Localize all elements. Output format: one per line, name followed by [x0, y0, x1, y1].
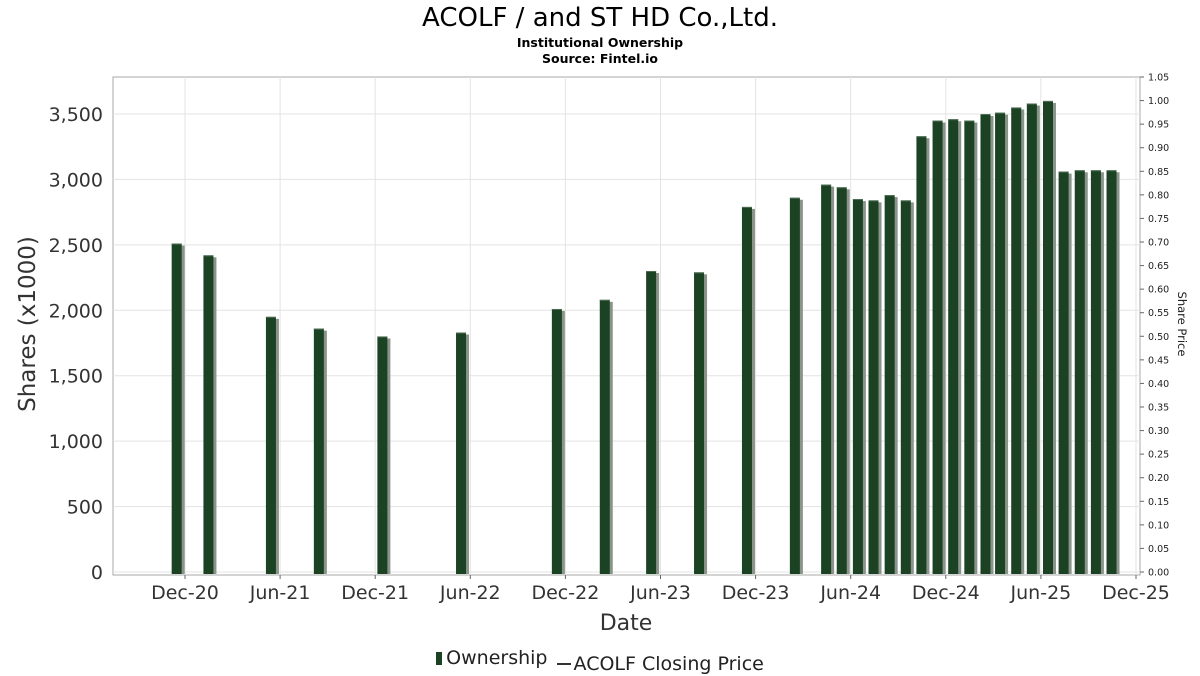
bar: [1058, 171, 1069, 574]
y2-tick-label: 0.65: [1148, 261, 1169, 272]
y2-tick-label: 0.20: [1148, 473, 1169, 484]
y2-tick-label: 0.25: [1148, 450, 1169, 461]
y2-tick-label: 0.85: [1148, 167, 1169, 178]
bar: [932, 120, 943, 575]
bar: [980, 114, 991, 574]
bar: [171, 243, 182, 574]
y2-tick-label: 0.75: [1148, 214, 1169, 225]
bar: [964, 120, 975, 575]
legend-item-price[interactable]: ACOLF Closing Price: [554, 652, 764, 676]
x-tick-label: Dec-23: [722, 582, 790, 604]
bar: [789, 197, 800, 574]
legend-label-price: ACOLF Closing Price: [573, 652, 764, 675]
bar: [599, 299, 610, 574]
y2-tick-label: 1.05: [1148, 73, 1169, 84]
y2-tick-label: 0.70: [1148, 238, 1169, 249]
x-tick-label: Dec-20: [151, 582, 219, 604]
legend-item-ownership[interactable]: Ownership: [436, 646, 548, 670]
x-tick-label: Jun-24: [819, 582, 881, 604]
legend-label-ownership: Ownership: [446, 647, 548, 669]
y-tick-label: 2,500: [49, 235, 103, 257]
bar: [821, 184, 832, 575]
x-tick-label: Jun-22: [439, 582, 501, 604]
bar: [836, 187, 847, 574]
bar: [694, 272, 705, 574]
y2-tick-label: 0.80: [1148, 190, 1169, 201]
bar: [1074, 170, 1085, 575]
y2-tick-label: 0.00: [1148, 568, 1169, 579]
y2-tick-label: 0.30: [1148, 426, 1169, 437]
y2-tick-label: 0.55: [1148, 308, 1169, 319]
x-tick-label: Jun-23: [629, 582, 691, 604]
y-tick-label: 500: [67, 497, 103, 519]
y-tick-label: 3,500: [49, 104, 103, 126]
y2-tick-label: 0.10: [1148, 520, 1169, 531]
bar: [868, 200, 879, 574]
bar: [995, 112, 1006, 574]
bar: [741, 206, 752, 574]
x-tick-label: Jun-25: [1010, 582, 1072, 604]
bar: [948, 119, 959, 574]
chart-source: Source: Fintel.io: [542, 51, 658, 66]
y2-tick-label: 0.45: [1148, 355, 1169, 366]
y-tick-label: 1,500: [49, 366, 103, 388]
y2-tick-label: 0.35: [1148, 403, 1169, 414]
legend-line-price: [556, 662, 571, 665]
bar: [313, 328, 324, 574]
bar: [1042, 100, 1053, 575]
y2-tick-label: 0.15: [1148, 497, 1169, 508]
y2-tick-label: 0.90: [1148, 143, 1169, 154]
chart-legend: Ownership ACOLF Closing Price: [0, 646, 1200, 676]
x-tick-label: Dec-21: [341, 582, 409, 604]
bar: [1011, 107, 1022, 574]
x-tick-label: Dec-25: [1102, 582, 1170, 604]
bar: [884, 195, 895, 575]
bar: [265, 316, 276, 574]
chart-subtitle: Institutional Ownership: [516, 35, 684, 50]
x-tick-label: Jun-21: [249, 582, 311, 604]
y-tick-label: 3,000: [49, 169, 103, 191]
bar: [1090, 170, 1101, 575]
y-tick-label: 1,000: [49, 431, 103, 453]
y-tick-label: 0: [91, 562, 103, 584]
x-tick-label: Dec-22: [531, 582, 599, 604]
y2-tick-label: 0.95: [1148, 120, 1169, 131]
y2-tick-label: 0.40: [1148, 379, 1169, 390]
bar: [916, 136, 927, 574]
bar: [646, 271, 657, 574]
bar: [1026, 103, 1037, 574]
bar: [377, 336, 388, 574]
bar: [551, 308, 562, 574]
bar: [900, 200, 911, 574]
x-axis-title: Date: [600, 611, 653, 636]
bar: [456, 332, 467, 574]
x-tick-label: Dec-24: [912, 582, 980, 604]
chart-title: ACOLF / and ST HD Co.,Ltd.: [422, 3, 778, 33]
y2-axis-title: Share Price: [1175, 292, 1189, 357]
y-tick-label: 2,000: [49, 300, 103, 322]
y2-tick-label: 0.60: [1148, 285, 1169, 296]
bar: [1106, 170, 1117, 575]
bar: [852, 199, 863, 575]
y-axis-title: Shares (x1000): [15, 236, 41, 412]
y2-tick-label: 0.50: [1148, 332, 1169, 343]
y2-tick-label: 1.00: [1148, 96, 1169, 107]
y2-tick-label: 0.05: [1148, 544, 1169, 555]
bar: [203, 255, 214, 574]
legend-swatch-ownership: [436, 651, 443, 665]
